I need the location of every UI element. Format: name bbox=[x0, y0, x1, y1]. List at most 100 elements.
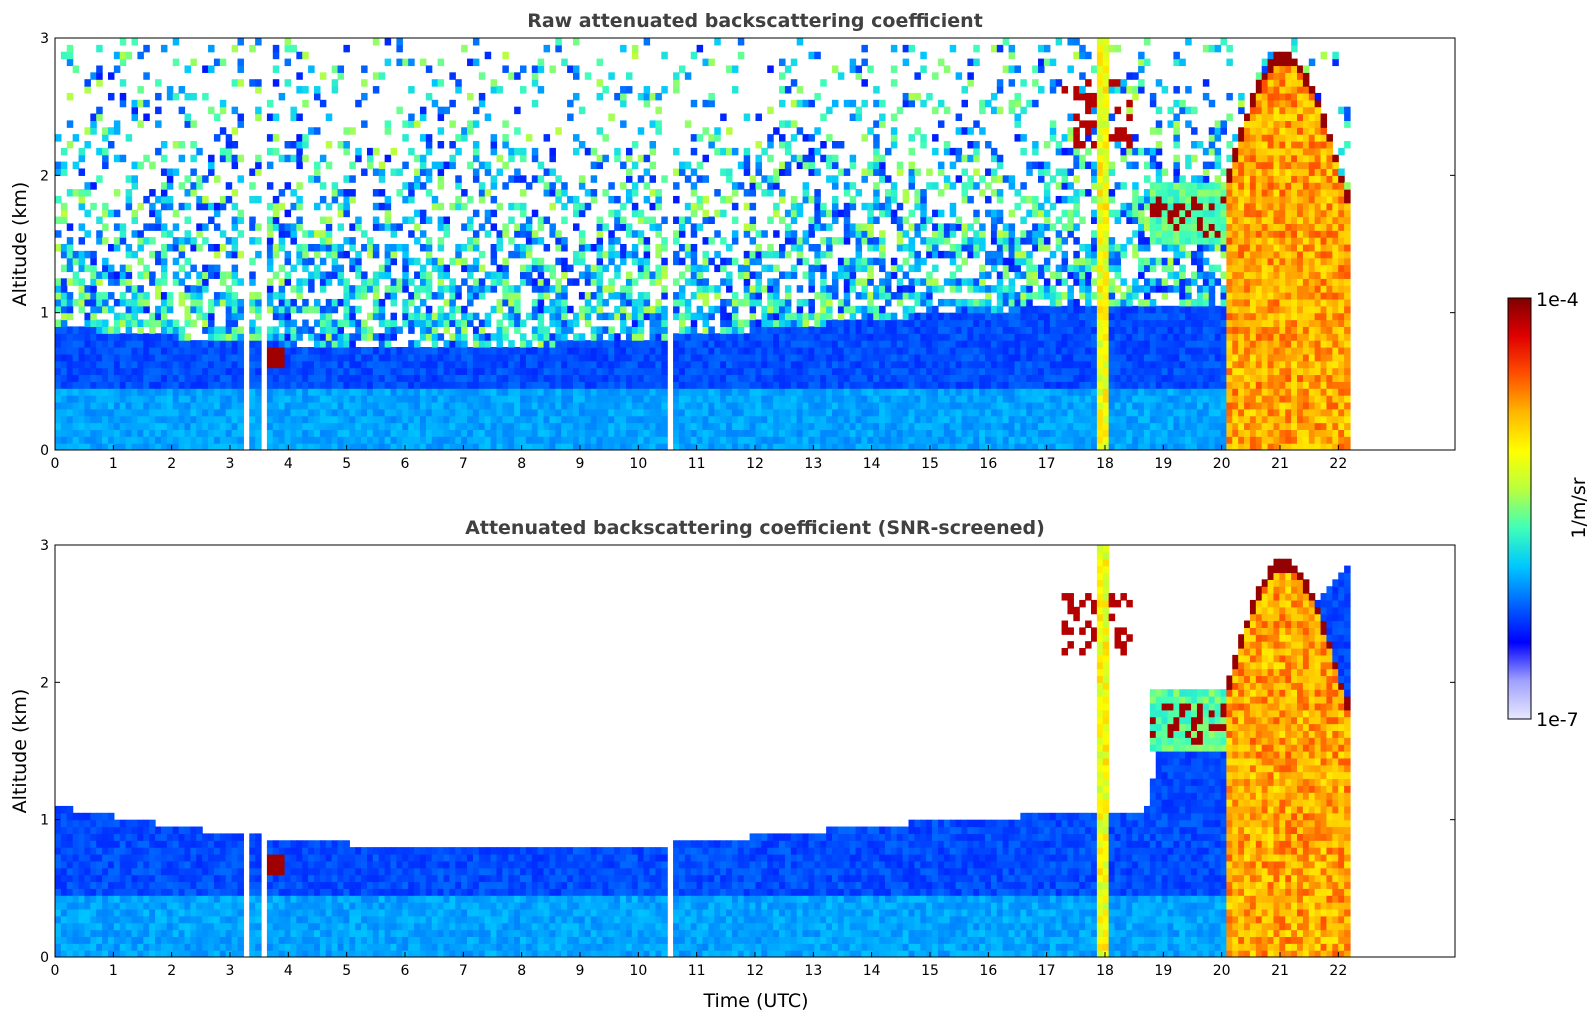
heat-cell bbox=[272, 395, 280, 403]
heat-cell bbox=[143, 395, 150, 403]
heat-cell bbox=[443, 161, 450, 170]
heat-cell bbox=[190, 237, 197, 245]
heat-cell bbox=[508, 237, 515, 245]
heat-cell bbox=[737, 326, 745, 334]
panel-raw-title: Raw attenuated backscattering coefficien… bbox=[527, 10, 983, 32]
heat-cell bbox=[437, 113, 445, 121]
heat-cell bbox=[773, 429, 780, 437]
heat-cell bbox=[537, 298, 545, 307]
heat-cell bbox=[443, 223, 450, 231]
heat-cell bbox=[266, 360, 274, 369]
heat-cell bbox=[643, 401, 651, 410]
heat-cell bbox=[337, 353, 345, 362]
heat-cell bbox=[296, 353, 303, 362]
heat-cell bbox=[708, 216, 715, 224]
heat-cell bbox=[414, 436, 421, 444]
heat-cell bbox=[231, 189, 239, 197]
heat-cell bbox=[690, 401, 698, 410]
heat-cell bbox=[490, 422, 498, 430]
heat-cell bbox=[643, 374, 651, 382]
heat-cell bbox=[496, 278, 503, 286]
heat-cell bbox=[514, 202, 521, 211]
heat-cell bbox=[578, 106, 586, 115]
heat-cell bbox=[555, 237, 562, 245]
heat-cell bbox=[255, 429, 262, 437]
heat-cell bbox=[396, 168, 403, 176]
heat-cell bbox=[272, 113, 280, 121]
heat-cell bbox=[143, 436, 150, 444]
heat-cell bbox=[949, 161, 957, 170]
heat-cell bbox=[266, 216, 274, 224]
heat-cell bbox=[119, 38, 127, 46]
heat-cell bbox=[249, 443, 256, 450]
heat-cell bbox=[584, 264, 592, 273]
heat-cell bbox=[808, 401, 815, 410]
heat-cell bbox=[614, 436, 621, 444]
heat-cell bbox=[608, 257, 615, 266]
heat-cell bbox=[531, 429, 539, 437]
heat-cell bbox=[60, 381, 68, 389]
heat-cell bbox=[284, 79, 292, 87]
heat-cell bbox=[337, 360, 345, 369]
heat-cell bbox=[602, 367, 609, 376]
heat-cell bbox=[814, 195, 821, 204]
heat-cell bbox=[820, 292, 827, 300]
heat-cell bbox=[225, 182, 233, 190]
heat-cell bbox=[867, 230, 874, 238]
heat-cell bbox=[419, 244, 427, 252]
heat-cell bbox=[573, 38, 580, 46]
heat-cell bbox=[237, 250, 244, 259]
heat-cell bbox=[637, 374, 645, 382]
heat-cell bbox=[926, 285, 933, 293]
heat-cell bbox=[714, 333, 721, 341]
heat-cell bbox=[337, 401, 345, 410]
heat-cell bbox=[743, 202, 751, 211]
heat-cell bbox=[219, 154, 227, 163]
heat-cell bbox=[637, 237, 645, 245]
heat-cell bbox=[166, 374, 174, 382]
heat-cell bbox=[496, 271, 503, 279]
heat-cell bbox=[631, 189, 639, 197]
heat-cell bbox=[673, 340, 680, 348]
heat-cell bbox=[443, 106, 450, 115]
heat-cell bbox=[602, 340, 609, 348]
heat-cell bbox=[314, 388, 321, 396]
heat-cell bbox=[113, 154, 121, 163]
heat-cell bbox=[855, 340, 863, 348]
heat-cell bbox=[478, 422, 486, 430]
heat-cell bbox=[166, 305, 174, 314]
heat-cell bbox=[720, 195, 727, 204]
heat-cell bbox=[225, 415, 233, 424]
heat-cell bbox=[690, 271, 698, 279]
heat-cell bbox=[867, 340, 874, 348]
heat-cell bbox=[55, 395, 62, 403]
heat-cell bbox=[284, 257, 292, 266]
heat-cell bbox=[425, 216, 433, 224]
heat-cell bbox=[361, 79, 368, 87]
heat-cell bbox=[102, 202, 109, 211]
heat-cell bbox=[590, 292, 598, 300]
heat-cell bbox=[149, 381, 156, 389]
heat-cell bbox=[879, 395, 886, 403]
heat-cell bbox=[943, 395, 951, 403]
heat-cell bbox=[743, 333, 751, 341]
heat-cell bbox=[372, 72, 380, 80]
heat-cell bbox=[773, 422, 780, 430]
heat-cell bbox=[890, 388, 898, 396]
heat-cell bbox=[414, 353, 421, 362]
heat-cell bbox=[520, 367, 527, 376]
heat-cell bbox=[655, 340, 662, 348]
heat-cell bbox=[655, 250, 662, 259]
heat-cell bbox=[184, 360, 191, 369]
heat-cell bbox=[520, 436, 527, 444]
heat-cell bbox=[343, 292, 350, 300]
heat-cell bbox=[737, 360, 745, 369]
heat-cell bbox=[84, 312, 91, 321]
heat-cell bbox=[437, 408, 445, 417]
heat-cell bbox=[520, 374, 527, 382]
heat-cell bbox=[873, 360, 880, 369]
heat-cell bbox=[331, 388, 339, 396]
heat-cell bbox=[372, 401, 380, 410]
heat-cell bbox=[372, 381, 380, 389]
heat-cell bbox=[437, 141, 445, 149]
